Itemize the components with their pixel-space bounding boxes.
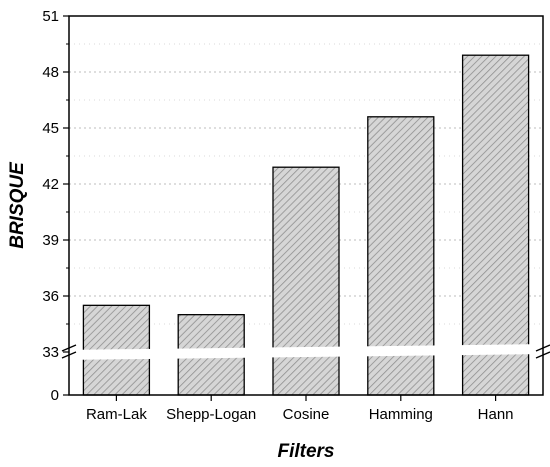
y-tick-label: 42 [42,176,59,193]
x-tick-label: Ram-Lak [86,406,147,423]
y-tick-label: 39 [42,232,59,249]
y-tick-label: 33 [42,344,59,361]
axis-ticks: 0 33 36 39 42 45 48 51 Ram-Lak Shepp-Logan Cosine H… [42,8,513,423]
y-axis-title: BRISQUE [7,161,28,249]
x-axis-title: Filters [277,441,334,462]
bar-hann [461,54,530,396]
x-tick-label: Shepp-Logan [166,406,256,423]
y-tick-label: 48 [42,64,59,81]
x-tick-label: Hamming [369,406,433,423]
axis-break-band [61,344,550,360]
y-tick-label: 45 [42,120,59,137]
y-tick-label: 36 [42,288,59,305]
bar-cosine [272,166,340,396]
y-tick-label: 0 [51,387,59,404]
x-tick-label: Hann [478,406,514,423]
bars [82,54,530,396]
x-tick-label: Cosine [283,406,330,423]
y-tick-label: 51 [42,8,59,25]
